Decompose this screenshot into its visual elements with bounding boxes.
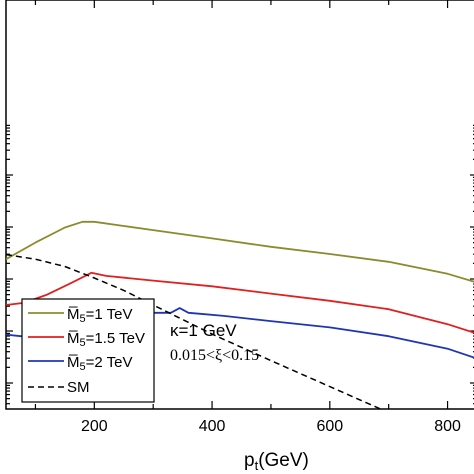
legend-entry-sm: SM: [28, 379, 90, 396]
legend-label-sm: SM: [67, 379, 90, 396]
x-tick-label: 200: [81, 418, 108, 435]
annotation-kappa: κ=1 GeV: [170, 321, 237, 340]
x-axis-title: pt(GeV): [244, 450, 309, 473]
x-tick-label: 600: [316, 418, 343, 435]
series-line-sm: [6, 253, 383, 409]
legend-label-m5-2tev: M̅5=2 TeV: [67, 354, 132, 373]
legend-entry-m5-2tev: M̅5=2 TeV: [28, 354, 132, 373]
x-axis-tick-labels: 200 400 600 800: [81, 418, 461, 435]
legend-box: [21, 298, 155, 403]
plot-frame: [5, 0, 474, 410]
series-lines: [6, 220, 474, 409]
legend-label-m5-1tev: M̅5=1 TeV: [67, 306, 132, 325]
series-line-m5-1tev: [6, 220, 474, 283]
legend: M̅5=1 TeV M̅5=1.5 TeV M̅5=2 TeV SM: [21, 298, 155, 403]
x-tick-label: 400: [199, 418, 226, 435]
x-tick-label: 800: [434, 418, 461, 435]
x-axis-ticks: [34, 0, 449, 409]
legend-entry-m5-1tev: M̅5=1 TeV: [28, 306, 132, 325]
legend-entry-m5-1-5tev: M̅5=1.5 TeV: [28, 330, 145, 349]
annotation-xi-range: 0.015<ξ<0.15: [170, 347, 259, 364]
legend-label-m5-1-5tev: M̅5=1.5 TeV: [67, 330, 145, 349]
series-line-m5-1-5tev: [6, 271, 474, 334]
